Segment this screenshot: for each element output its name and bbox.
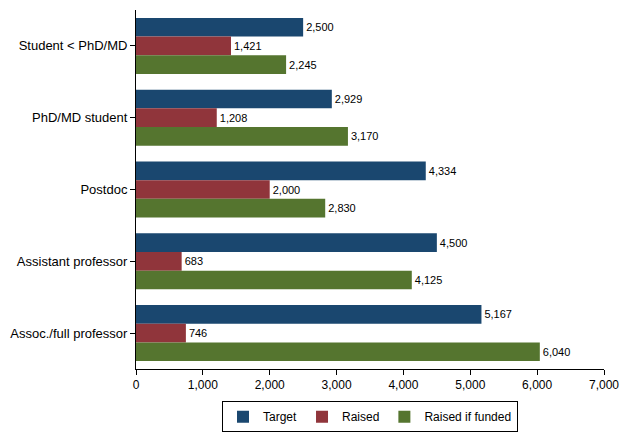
svg-text:Student < PhD/MD: Student < PhD/MD xyxy=(19,38,128,53)
svg-text:Postdoc: Postdoc xyxy=(80,182,127,197)
svg-text:2,929: 2,929 xyxy=(335,93,363,105)
svg-text:Assistant professor: Assistant professor xyxy=(17,254,128,269)
svg-text:4,500: 4,500 xyxy=(440,237,468,249)
svg-text:4,000: 4,000 xyxy=(388,378,418,392)
svg-text:6,000: 6,000 xyxy=(522,378,552,392)
svg-text:5,000: 5,000 xyxy=(455,378,485,392)
svg-text:0: 0 xyxy=(133,378,140,392)
svg-text:3,170: 3,170 xyxy=(351,130,379,142)
svg-text:1,000: 1,000 xyxy=(188,378,218,392)
svg-text:Target: Target xyxy=(263,410,297,424)
svg-text:2,000: 2,000 xyxy=(273,184,301,196)
svg-text:5,167: 5,167 xyxy=(484,308,512,320)
svg-text:4,125: 4,125 xyxy=(415,274,443,286)
svg-text:1,421: 1,421 xyxy=(234,40,262,52)
svg-text:1,208: 1,208 xyxy=(220,112,248,124)
svg-text:683: 683 xyxy=(185,255,203,267)
svg-text:Assoc./full professor: Assoc./full professor xyxy=(10,326,128,341)
svg-text:2,500: 2,500 xyxy=(306,21,334,33)
svg-text:2,245: 2,245 xyxy=(289,59,317,71)
svg-text:7,000: 7,000 xyxy=(589,378,619,392)
svg-text:746: 746 xyxy=(189,327,207,339)
svg-text:6,040: 6,040 xyxy=(543,346,571,358)
svg-text:Raised if funded: Raised if funded xyxy=(424,410,511,424)
svg-text:3,000: 3,000 xyxy=(322,378,352,392)
svg-text:4,334: 4,334 xyxy=(429,165,457,177)
svg-text:2,000: 2,000 xyxy=(255,378,285,392)
svg-text:PhD/MD student: PhD/MD student xyxy=(32,110,128,125)
svg-text:Raised: Raised xyxy=(342,410,379,424)
svg-text:2,830: 2,830 xyxy=(328,202,356,214)
